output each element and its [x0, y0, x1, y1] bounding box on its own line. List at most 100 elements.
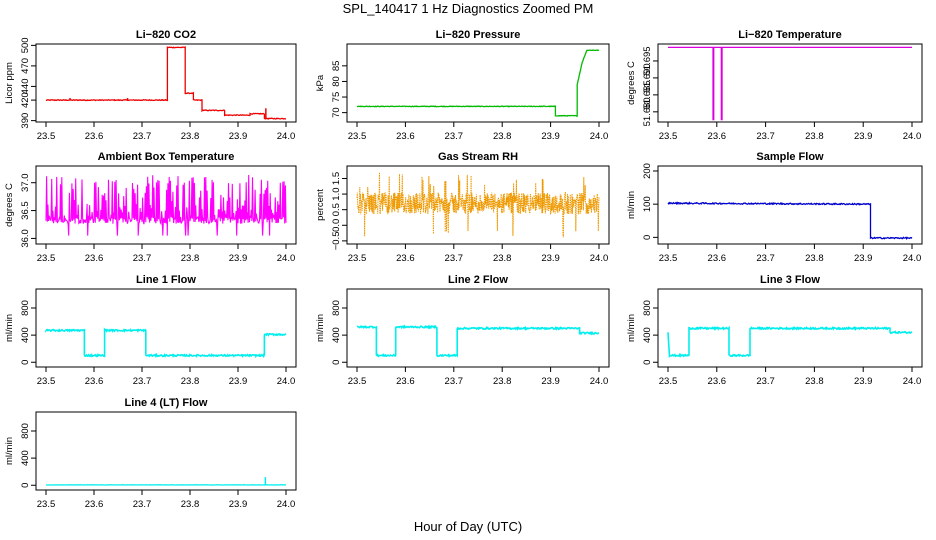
- series-5: [356, 172, 600, 238]
- y-tick-label: 800: [331, 300, 342, 316]
- panel-title: Li−820 Temperature: [738, 29, 841, 41]
- series-line: [667, 325, 913, 359]
- x-tick-label: 23.5: [348, 253, 367, 264]
- y-tick-label: 0.5: [331, 203, 342, 216]
- x-tick-label: 23.9: [229, 253, 248, 264]
- y-tick-label: 400: [642, 327, 653, 343]
- series-line: [45, 45, 287, 120]
- panel-1: Li−820 CO2 Licor ppm 23.5 23.6 23.7 23.8 23.9 2…: [4, 29, 297, 142]
- y-tick-label: 51.685: [642, 80, 653, 109]
- x-tick-label: 23.5: [37, 499, 56, 510]
- panel-5: Gas Stream RH percent 23.5 23.6 23.7 23.8 23.9…: [315, 151, 610, 264]
- x-tick-label: 23.7: [133, 131, 152, 142]
- x-tick-label: 23.7: [133, 253, 152, 264]
- y-axis-label: degrees C: [4, 183, 15, 227]
- x-tick-label: 24.0: [277, 131, 296, 142]
- x-tick-label: 24.0: [277, 376, 296, 387]
- x-tick-label: 23.7: [756, 131, 775, 142]
- y-tick-label: 100: [642, 196, 653, 212]
- x-tick-label: 23.7: [445, 253, 464, 264]
- x-tick-label: 23.7: [133, 499, 152, 510]
- panel-title: Sample Flow: [756, 151, 824, 163]
- panels: Li−820 CO2 Licor ppm 23.5 23.6 23.7 23.8 23.9 2…: [4, 29, 923, 510]
- panel-2: Li−820 Pressure kPa 23.5 23.6 23.7 23.8 23.9 24…: [315, 29, 610, 142]
- x-tick-label: 23.6: [708, 253, 727, 264]
- y-axis-label: Licor ppm: [4, 62, 15, 104]
- y-tick-label: 440: [20, 78, 31, 94]
- y-tick-label: 1.0: [331, 187, 342, 200]
- y-axis-label: percent: [315, 189, 326, 221]
- x-tick-label: 23.5: [659, 131, 678, 142]
- y-tick-label: 800: [20, 423, 31, 439]
- panel-title: Ambient Box Temperature: [98, 151, 235, 163]
- x-tick-label: 23.5: [37, 131, 56, 142]
- y-tick-label: 36.0: [20, 229, 31, 248]
- y-tick-label: 51.695: [642, 46, 653, 75]
- x-tick-label: 23.9: [541, 376, 560, 387]
- plot-frame: [346, 43, 610, 123]
- y-tick-label: 0: [20, 483, 31, 488]
- x-tick-label: 23.5: [348, 131, 367, 142]
- x-tick-label: 23.8: [181, 499, 200, 510]
- series-6: [667, 201, 913, 241]
- y-tick-label: 1.5: [331, 172, 342, 185]
- series-line: [667, 201, 913, 241]
- plot-frame: [35, 165, 297, 245]
- panel-title: Line 4 (LT) Flow: [125, 397, 208, 409]
- series-points: [356, 172, 600, 238]
- x-tick-label: 23.5: [37, 253, 56, 264]
- x-tick-label: 23.5: [659, 376, 678, 387]
- y-tick-label: 400: [331, 327, 342, 343]
- x-tick-label: 23.9: [229, 131, 248, 142]
- y-tick-label: 800: [20, 300, 31, 316]
- y-tick-label: 36.5: [20, 201, 31, 220]
- x-tick-label: 24.0: [590, 131, 609, 142]
- series-line: [356, 49, 600, 117]
- panel-9: Line 3 Flow ml/min 23.5 23.6 23.7 23.8 23.9 24.…: [626, 274, 923, 387]
- x-tick-label: 23.8: [805, 376, 824, 387]
- y-axis-label: ml/min: [4, 314, 15, 342]
- x-tick-label: 24.0: [277, 499, 296, 510]
- panel-title: Line 2 Flow: [448, 274, 508, 286]
- x-tick-label: 23.9: [854, 253, 873, 264]
- panel-title: Gas Stream RH: [438, 151, 518, 163]
- plot-frame: [346, 165, 610, 245]
- x-tick-label: 23.6: [708, 376, 727, 387]
- y-tick-label: 500: [20, 37, 31, 53]
- y-tick-label: 470: [20, 58, 31, 74]
- plot-frame: [35, 43, 297, 123]
- y-axis-label: degrees C: [626, 61, 637, 105]
- x-tick-label: 23.6: [85, 499, 104, 510]
- x-tick-label: 23.6: [85, 131, 104, 142]
- x-tick-label: 23.7: [445, 131, 464, 142]
- x-tick-label: 23.9: [541, 131, 560, 142]
- plot-frame: [657, 288, 923, 368]
- panel-10: Line 4 (LT) Flow ml/min 23.5 23.6 23.7 23.8 23…: [4, 397, 297, 510]
- series-1: [45, 45, 287, 120]
- panel-title: Line 3 Flow: [760, 274, 820, 286]
- x-tick-label: 23.8: [805, 253, 824, 264]
- y-tick-label: 0: [642, 235, 653, 240]
- x-tick-label: 23.8: [181, 376, 200, 387]
- x-tick-label: 23.5: [659, 253, 678, 264]
- x-tick-label: 23.9: [229, 499, 248, 510]
- panel-title: Li−820 Pressure: [436, 29, 521, 41]
- series-line: [356, 324, 600, 359]
- x-tick-label: 23.8: [493, 376, 512, 387]
- x-tick-label: 23.6: [396, 131, 415, 142]
- x-tick-label: 23.7: [756, 253, 775, 264]
- y-tick-label: 200: [642, 163, 653, 179]
- series-3: [668, 46, 912, 121]
- y-tick-label: −0.5: [331, 231, 342, 250]
- x-tick-label: 24.0: [903, 253, 922, 264]
- figure-title: SPL_140417 1 Hz Diagnostics Zoomed PM: [343, 1, 594, 16]
- y-tick-label: 80: [331, 76, 342, 87]
- x-tick-label: 23.5: [348, 376, 367, 387]
- panel-6: Sample Flow ml/min 23.5 23.6 23.7 23.8 23.9 24.…: [626, 151, 923, 264]
- plot-frame: [657, 165, 923, 245]
- y-axis-label: ml/min: [626, 314, 637, 342]
- plot-frame: [657, 43, 923, 123]
- panel-4: Ambient Box Temperature degrees C 23.5 23.6…: [4, 151, 297, 264]
- y-tick-label: 400: [20, 327, 31, 343]
- series-8: [356, 324, 600, 359]
